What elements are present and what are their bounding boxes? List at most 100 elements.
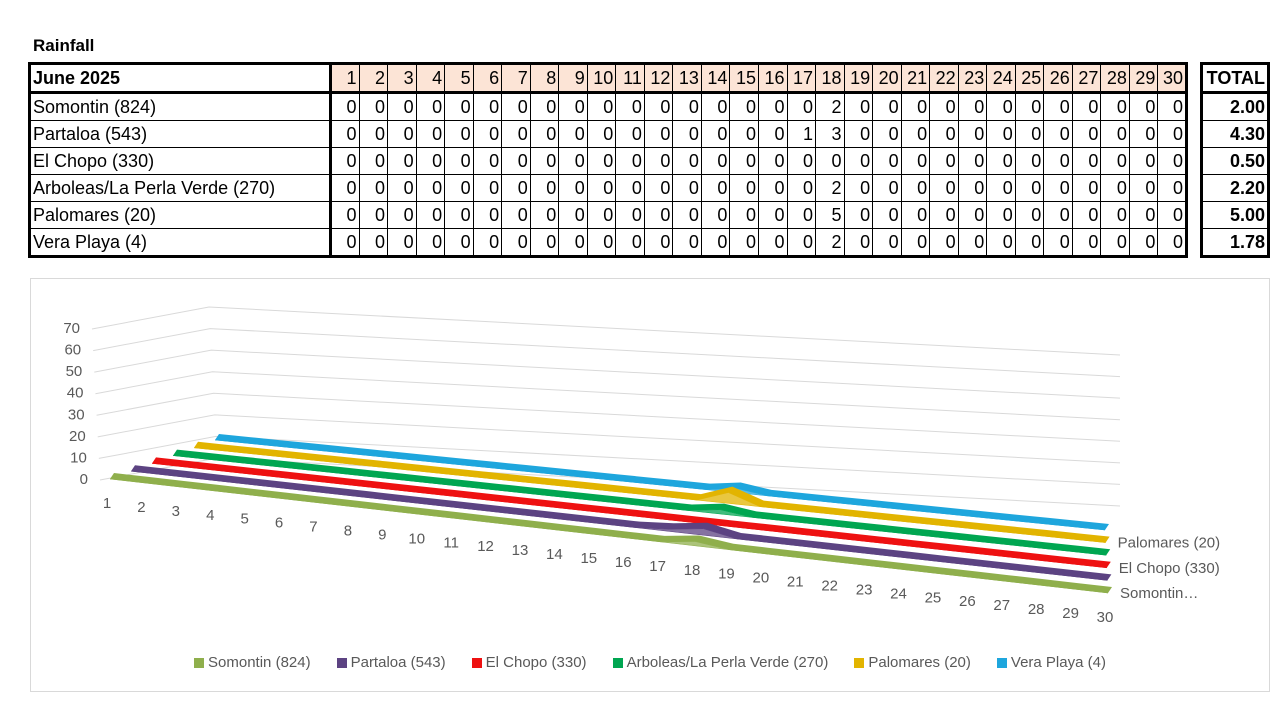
rain-cell: 0 (672, 147, 702, 175)
y-tick-label: 50 (66, 363, 83, 380)
y-tick-label: 70 (63, 320, 80, 337)
rain-cell: 0 (1071, 174, 1102, 202)
rain-cell: 0 (900, 174, 931, 202)
depth-label: Somontin… (1120, 585, 1198, 602)
day-header: 19 (843, 63, 874, 94)
rain-cell: 0 (558, 92, 588, 121)
depth-label: El Chopo (330) (1119, 560, 1220, 577)
rain-cell: 0 (444, 120, 474, 148)
area-top (173, 449, 1111, 556)
rain-cell: 0 (986, 120, 1016, 148)
legend-label: Partaloa (543) (350, 654, 446, 671)
rain-cell: 0 (957, 92, 988, 121)
day-header: 27 (1071, 63, 1102, 94)
x-tick-label: 9 (378, 526, 386, 543)
data-row: 0.50 (1201, 147, 1269, 175)
area-front (172, 455, 1107, 556)
legend-entry: El Chopo (330) (471, 654, 587, 671)
x-tick-label: 21 (787, 574, 804, 591)
rain-cell: 0 (986, 147, 1016, 175)
y-tick-label: 10 (70, 449, 87, 466)
day-header: 28 (1100, 63, 1130, 94)
rain-cell: 0 (558, 201, 588, 229)
rain-cell: 0 (729, 174, 759, 202)
rain-cell: 0 (501, 201, 531, 229)
day-header: 25 (1014, 63, 1045, 94)
rain-cell: 0 (929, 174, 959, 202)
x-tick-label: 13 (512, 542, 529, 559)
day-header: 13 (672, 63, 702, 94)
x-tick-label: 25 (925, 589, 942, 606)
rain-cell: 1 (786, 120, 817, 148)
rain-cell: 0 (843, 92, 874, 121)
rain-cell: 0 (501, 174, 531, 202)
rain-cell: 0 (957, 174, 988, 202)
legend-entry: Somontin (824) (194, 654, 311, 671)
rain-cell: 0 (529, 147, 560, 175)
total-cell: 4.30 (1201, 120, 1269, 148)
rain-cell: 0 (415, 228, 446, 257)
rain-cell: 0 (1043, 92, 1073, 121)
rain-cell: 0 (872, 228, 902, 257)
day-header: 20 (872, 63, 902, 94)
rain-cell: 0 (729, 147, 759, 175)
depth-label: Palomares (20) (1118, 535, 1221, 552)
rain-cell: 0 (1014, 174, 1045, 202)
total-cell: 2.00 (1201, 92, 1269, 121)
x-tick-label: 17 (649, 558, 666, 575)
data-row: Palomares (20) 0 0 0 0 0 0 0 0 0 0 0 0 0 0 0 0 0 5 0 0 0 0 0 0 0 0… (29, 201, 1187, 229)
sheet-title: Rainfall (33, 36, 95, 55)
day-header: 3 (387, 63, 417, 94)
rain-cell: 0 (1128, 228, 1159, 257)
day-header: 22 (929, 63, 959, 94)
rain-cell: 0 (529, 92, 560, 121)
x-tick-label: 12 (477, 538, 494, 555)
legend-swatch (194, 657, 205, 668)
day-header: 9 (558, 63, 588, 94)
x-tick-label: 18 (684, 562, 701, 579)
area-front (151, 463, 1107, 569)
legend-label: Vera Playa (4) (1010, 654, 1106, 671)
area-top (215, 434, 1109, 530)
station-name: Vera Playa (4) (29, 228, 332, 257)
station-name: Arboleas/La Perla Verde (270) (29, 174, 332, 202)
rain-cell: 0 (843, 228, 874, 257)
grid-line (94, 349, 1121, 399)
data-row: El Chopo (330) 0 0 0 0 0 0 0 0 0 0 0 0 0 0 0 0 0 0 0 0 0 0 0 0 0 0… (29, 147, 1187, 175)
rain-cell: 0 (472, 228, 503, 257)
x-tick-label: 3 (172, 503, 180, 520)
y-tick-label: 40 (67, 385, 84, 402)
rain-cell: 0 (586, 228, 617, 257)
rain-cell: 0 (1043, 201, 1073, 229)
rain-cell: 0 (872, 120, 902, 148)
rain-cell: 0 (1157, 92, 1187, 121)
day-header: 17 (786, 63, 817, 94)
area-front (130, 470, 1108, 581)
legend-label: El Chopo (330) (485, 654, 587, 671)
rain-cell: 0 (415, 120, 446, 148)
rain-cell: 0 (900, 147, 931, 175)
area-top (131, 465, 1112, 581)
rain-cell: 0 (1100, 92, 1130, 121)
x-tick-label: 27 (993, 597, 1010, 614)
rain-cell: 0 (387, 228, 417, 257)
legend-label: Arboleas/La Perla Verde (270) (626, 654, 829, 671)
rainfall-table: June 2025 1 2 3 4 5 6 7 8 9 10 11 12 13 14 15 16 17 18 19 20… (28, 62, 1188, 258)
data-row: 4.30 (1201, 120, 1269, 148)
x-tick-label: 23 (856, 581, 873, 598)
rain-cell: 0 (1157, 174, 1187, 202)
x-tick-label: 5 (240, 511, 248, 528)
day-header: 4 (415, 63, 446, 94)
rain-cell: 0 (387, 201, 417, 229)
rain-cell: 0 (1071, 147, 1102, 175)
rain-cell: 0 (672, 120, 702, 148)
header-row: TOTAL (1201, 63, 1269, 94)
data-row: 2.20 (1201, 174, 1269, 202)
station-name: Palomares (20) (29, 201, 332, 229)
x-tick-label: 26 (959, 593, 976, 610)
rain-cell: 0 (358, 228, 389, 257)
rain-cell: 0 (615, 174, 645, 202)
y-tick-label: 30 (68, 406, 85, 423)
day-header: 10 (586, 63, 617, 94)
